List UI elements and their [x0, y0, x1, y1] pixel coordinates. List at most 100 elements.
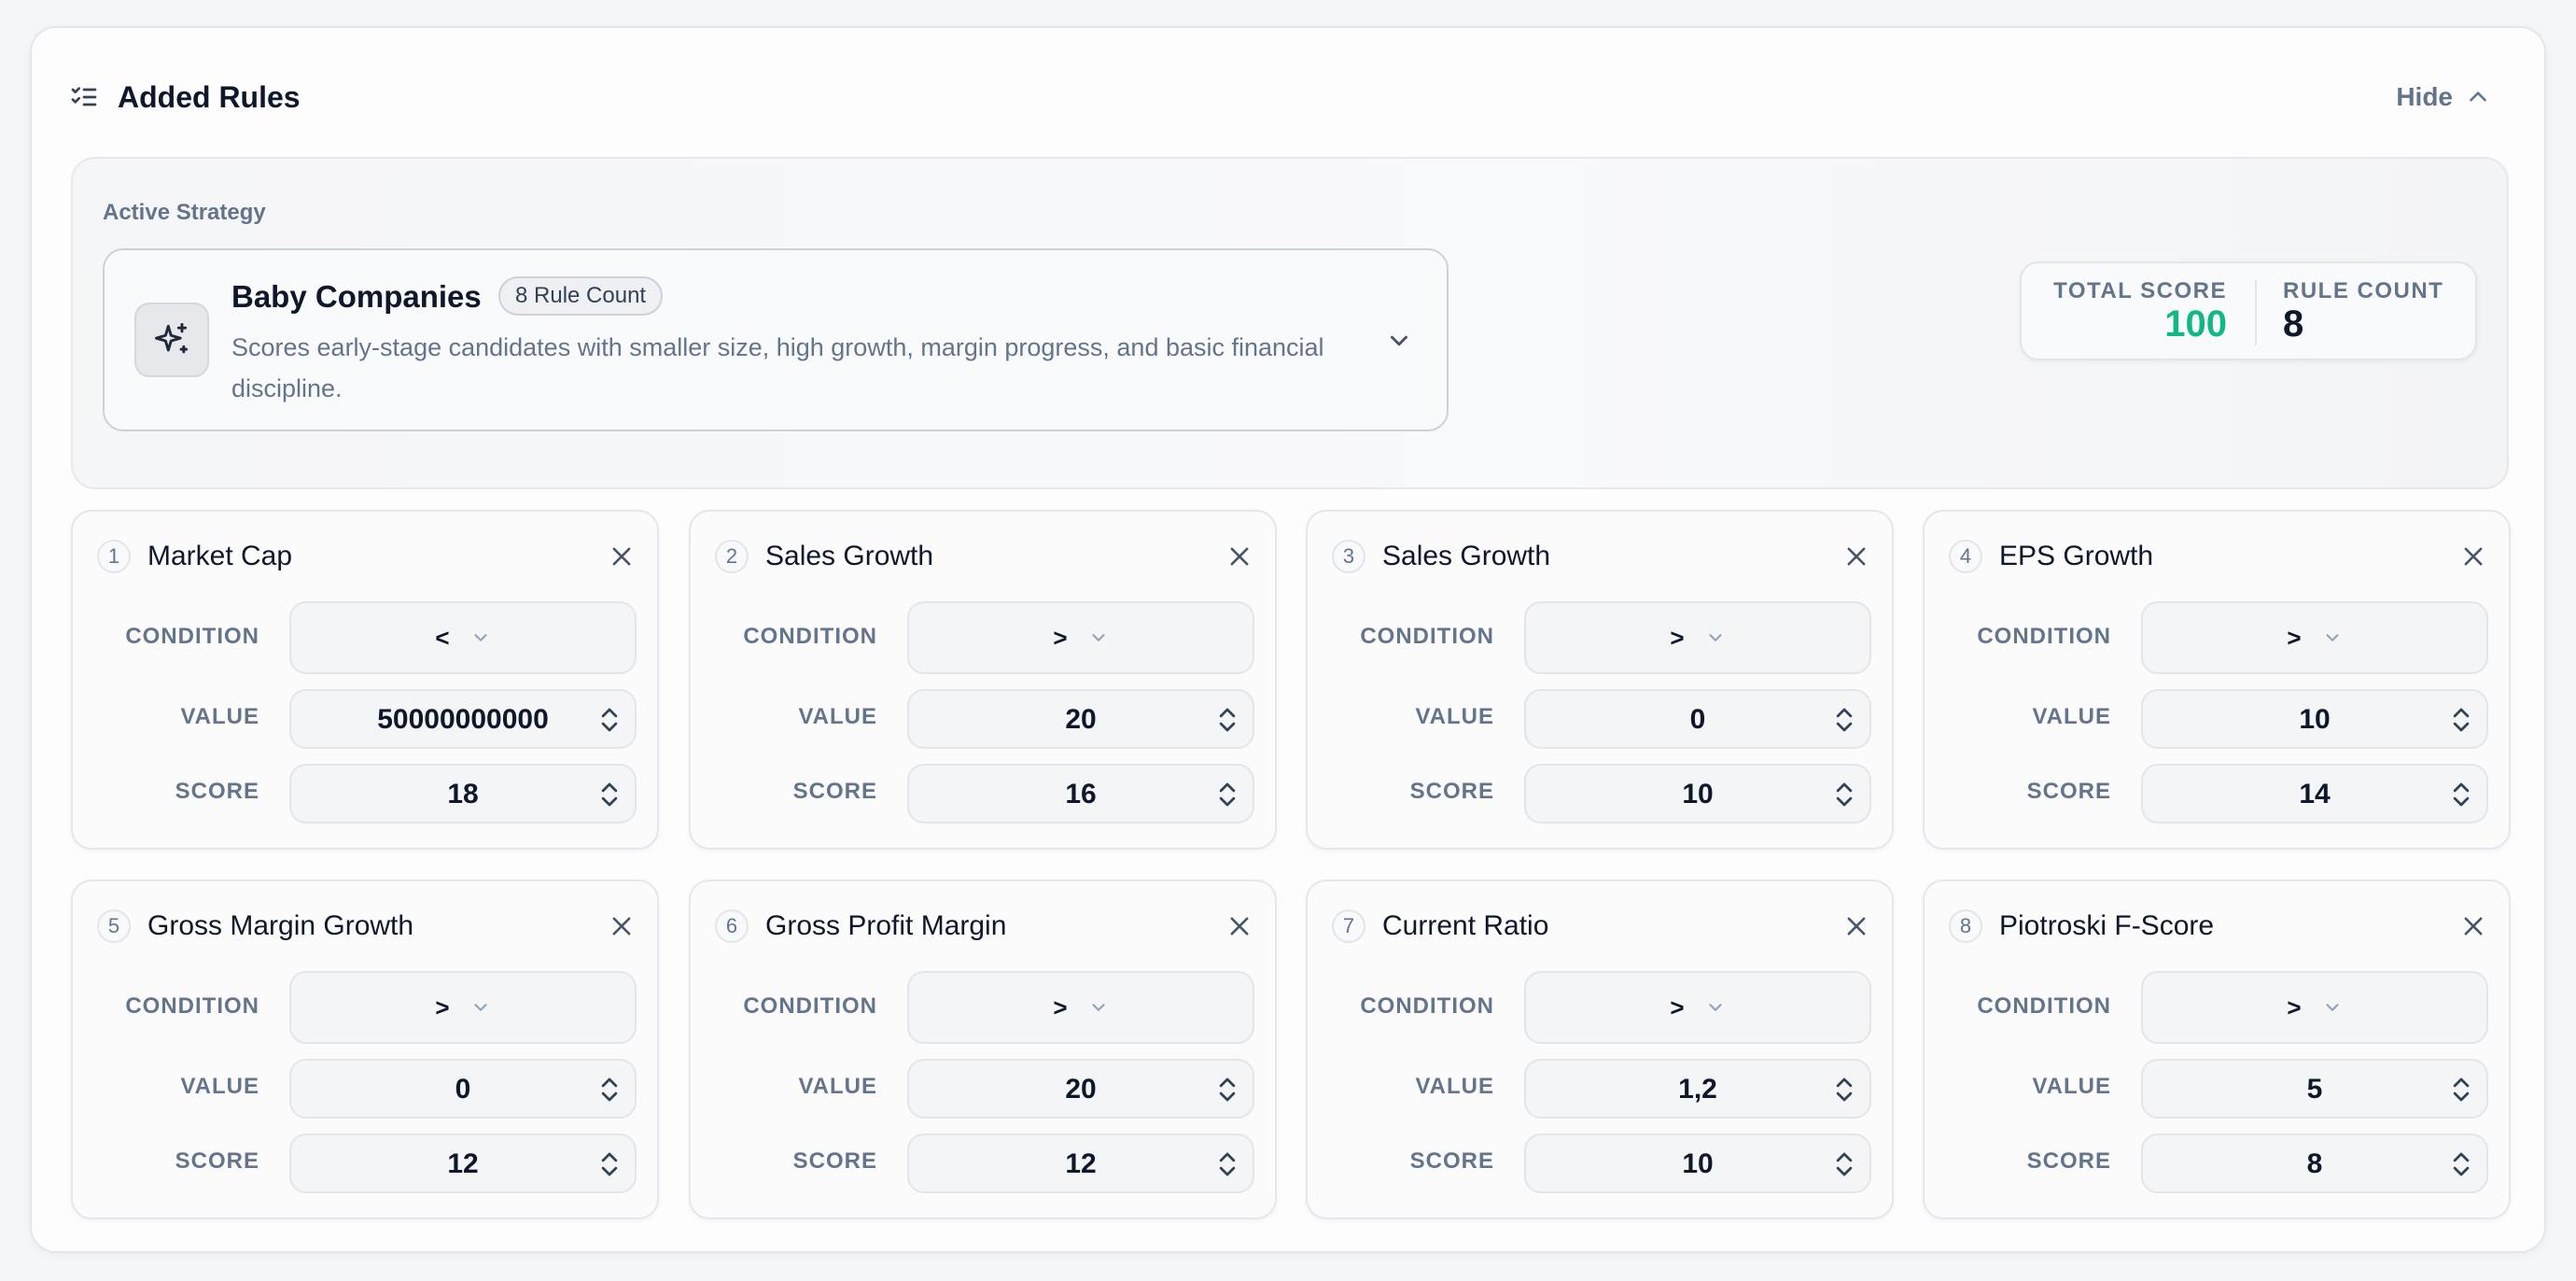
chevron-down-icon	[473, 634, 487, 641]
value-input[interactable]: 50000000000	[289, 689, 637, 749]
score-text: 18	[447, 779, 479, 809]
hide-label: Hide	[2396, 82, 2453, 111]
condition-select[interactable]: >	[1524, 971, 1871, 1044]
up-down-stepper-icon[interactable]	[599, 1074, 620, 1105]
up-down-stepper-icon[interactable]	[599, 1148, 620, 1180]
rule-count-badge: 8 Rule Count	[498, 276, 664, 316]
condition-select[interactable]: <	[289, 601, 637, 674]
strategy-name: Baby Companies	[231, 279, 482, 314]
value-label: VALUE	[798, 1074, 877, 1099]
value-input[interactable]: 1,2	[1524, 1059, 1871, 1119]
score-label: SCORE	[792, 779, 877, 804]
strategy-description: Scores early-stage candidates with small…	[231, 333, 1324, 402]
total-score-label: TOTAL SCORE	[2053, 278, 2227, 303]
condition-display: >	[291, 992, 635, 1023]
up-down-stepper-icon[interactable]	[599, 704, 620, 736]
score-input[interactable]: 10	[1524, 1133, 1871, 1193]
sparkles-icon	[155, 323, 189, 354]
condition-display: <	[291, 622, 635, 654]
chevron-down-icon[interactable]	[1385, 327, 1413, 355]
close-icon[interactable]	[1843, 913, 1869, 939]
divider	[2255, 280, 2257, 345]
value-label: VALUE	[180, 1074, 259, 1099]
up-down-stepper-icon[interactable]	[1217, 779, 1238, 810]
close-icon[interactable]	[2460, 913, 2486, 939]
up-down-stepper-icon[interactable]	[2451, 1148, 2471, 1180]
up-down-stepper-icon[interactable]	[2451, 1074, 2471, 1105]
up-down-stepper-icon[interactable]	[599, 779, 620, 810]
condition-value: <	[435, 624, 450, 652]
active-strategy-section: Active Strategy Baby Companies 8 Rule Co…	[71, 157, 2509, 489]
chevron-down-icon	[473, 1004, 487, 1011]
rule-card: 2 Sales Growth CONDITION > VALUE 20 SCOR…	[689, 510, 1277, 850]
value-input[interactable]: 20	[907, 689, 1254, 749]
up-down-stepper-icon[interactable]	[1217, 704, 1238, 736]
strategy-selector[interactable]: Baby Companies 8 Rule Count Scores early…	[103, 248, 1449, 431]
rule-name: Gross Margin Growth	[147, 910, 414, 941]
value-text: 0	[455, 1074, 471, 1105]
condition-select[interactable]: >	[907, 601, 1254, 674]
close-icon[interactable]	[2460, 543, 2486, 570]
hide-button[interactable]: Hide	[2396, 77, 2490, 118]
rule-name: Sales Growth	[1382, 541, 1551, 571]
condition-select[interactable]: >	[2141, 971, 2488, 1044]
close-icon[interactable]	[609, 543, 635, 570]
score-input[interactable]: 12	[289, 1133, 637, 1193]
up-down-stepper-icon[interactable]	[1217, 1074, 1238, 1105]
condition-label: CONDITION	[125, 624, 259, 649]
value-text: 10	[2299, 704, 2331, 735]
value-input[interactable]: 20	[907, 1059, 1254, 1119]
score-input[interactable]: 12	[907, 1133, 1254, 1193]
up-down-stepper-icon[interactable]	[2451, 704, 2471, 736]
value-input[interactable]: 0	[289, 1059, 637, 1119]
close-icon[interactable]	[609, 913, 635, 939]
condition-display: >	[1526, 622, 1869, 654]
active-strategy-label: Active Strategy	[103, 200, 266, 225]
condition-display: >	[909, 992, 1253, 1023]
score-input[interactable]: 8	[2141, 1133, 2488, 1193]
score-text: 10	[1682, 1148, 1714, 1179]
value-input[interactable]: 5	[2141, 1059, 2488, 1119]
score-text: 8	[2306, 1148, 2323, 1179]
condition-display: >	[1526, 992, 1869, 1023]
strategy-icon-tile	[134, 303, 209, 377]
value-label: VALUE	[1415, 1074, 1494, 1099]
rule-card: 6 Gross Profit Margin CONDITION > VALUE …	[689, 880, 1277, 1219]
score-summary: TOTAL SCORE 100 RULE COUNT 8	[2020, 261, 2477, 360]
score-label: SCORE	[175, 1148, 259, 1174]
condition-label: CONDITION	[743, 993, 877, 1019]
score-text: 16	[1065, 779, 1097, 809]
close-icon[interactable]	[1226, 543, 1253, 570]
condition-select[interactable]: >	[289, 971, 637, 1044]
score-input[interactable]: 18	[289, 764, 637, 824]
panel-header: Added Rules Hide	[69, 77, 2511, 118]
condition-select[interactable]: >	[907, 971, 1254, 1044]
close-icon[interactable]	[1226, 913, 1253, 939]
rule-number: 2	[715, 540, 749, 573]
score-input[interactable]: 14	[2141, 764, 2488, 824]
up-down-stepper-icon[interactable]	[1834, 779, 1855, 810]
score-text: 12	[447, 1148, 479, 1179]
score-label: SCORE	[175, 779, 259, 804]
condition-label: CONDITION	[1977, 993, 2111, 1019]
rule-card: 4 EPS Growth CONDITION > VALUE 10 SCORE …	[1923, 510, 2511, 850]
up-down-stepper-icon[interactable]	[1217, 1148, 1238, 1180]
value-input[interactable]: 0	[1524, 689, 1871, 749]
value-input[interactable]: 10	[2141, 689, 2488, 749]
rule-count-value: 8	[2283, 303, 2304, 345]
rule-name: Market Cap	[147, 541, 293, 571]
up-down-stepper-icon[interactable]	[2451, 779, 2471, 810]
chevron-down-icon	[1091, 1004, 1105, 1011]
up-down-stepper-icon[interactable]	[1834, 1074, 1855, 1105]
up-down-stepper-icon[interactable]	[1834, 1148, 1855, 1180]
condition-select[interactable]: >	[2141, 601, 2488, 674]
close-icon[interactable]	[1843, 543, 1869, 570]
score-input[interactable]: 16	[907, 764, 1254, 824]
value-label: VALUE	[798, 704, 877, 729]
score-input[interactable]: 10	[1524, 764, 1871, 824]
condition-display: >	[909, 622, 1253, 654]
up-down-stepper-icon[interactable]	[1834, 704, 1855, 736]
rule-count: RULE COUNT 8	[2283, 278, 2443, 344]
total-score: TOTAL SCORE 100	[2053, 278, 2227, 344]
condition-select[interactable]: >	[1524, 601, 1871, 674]
